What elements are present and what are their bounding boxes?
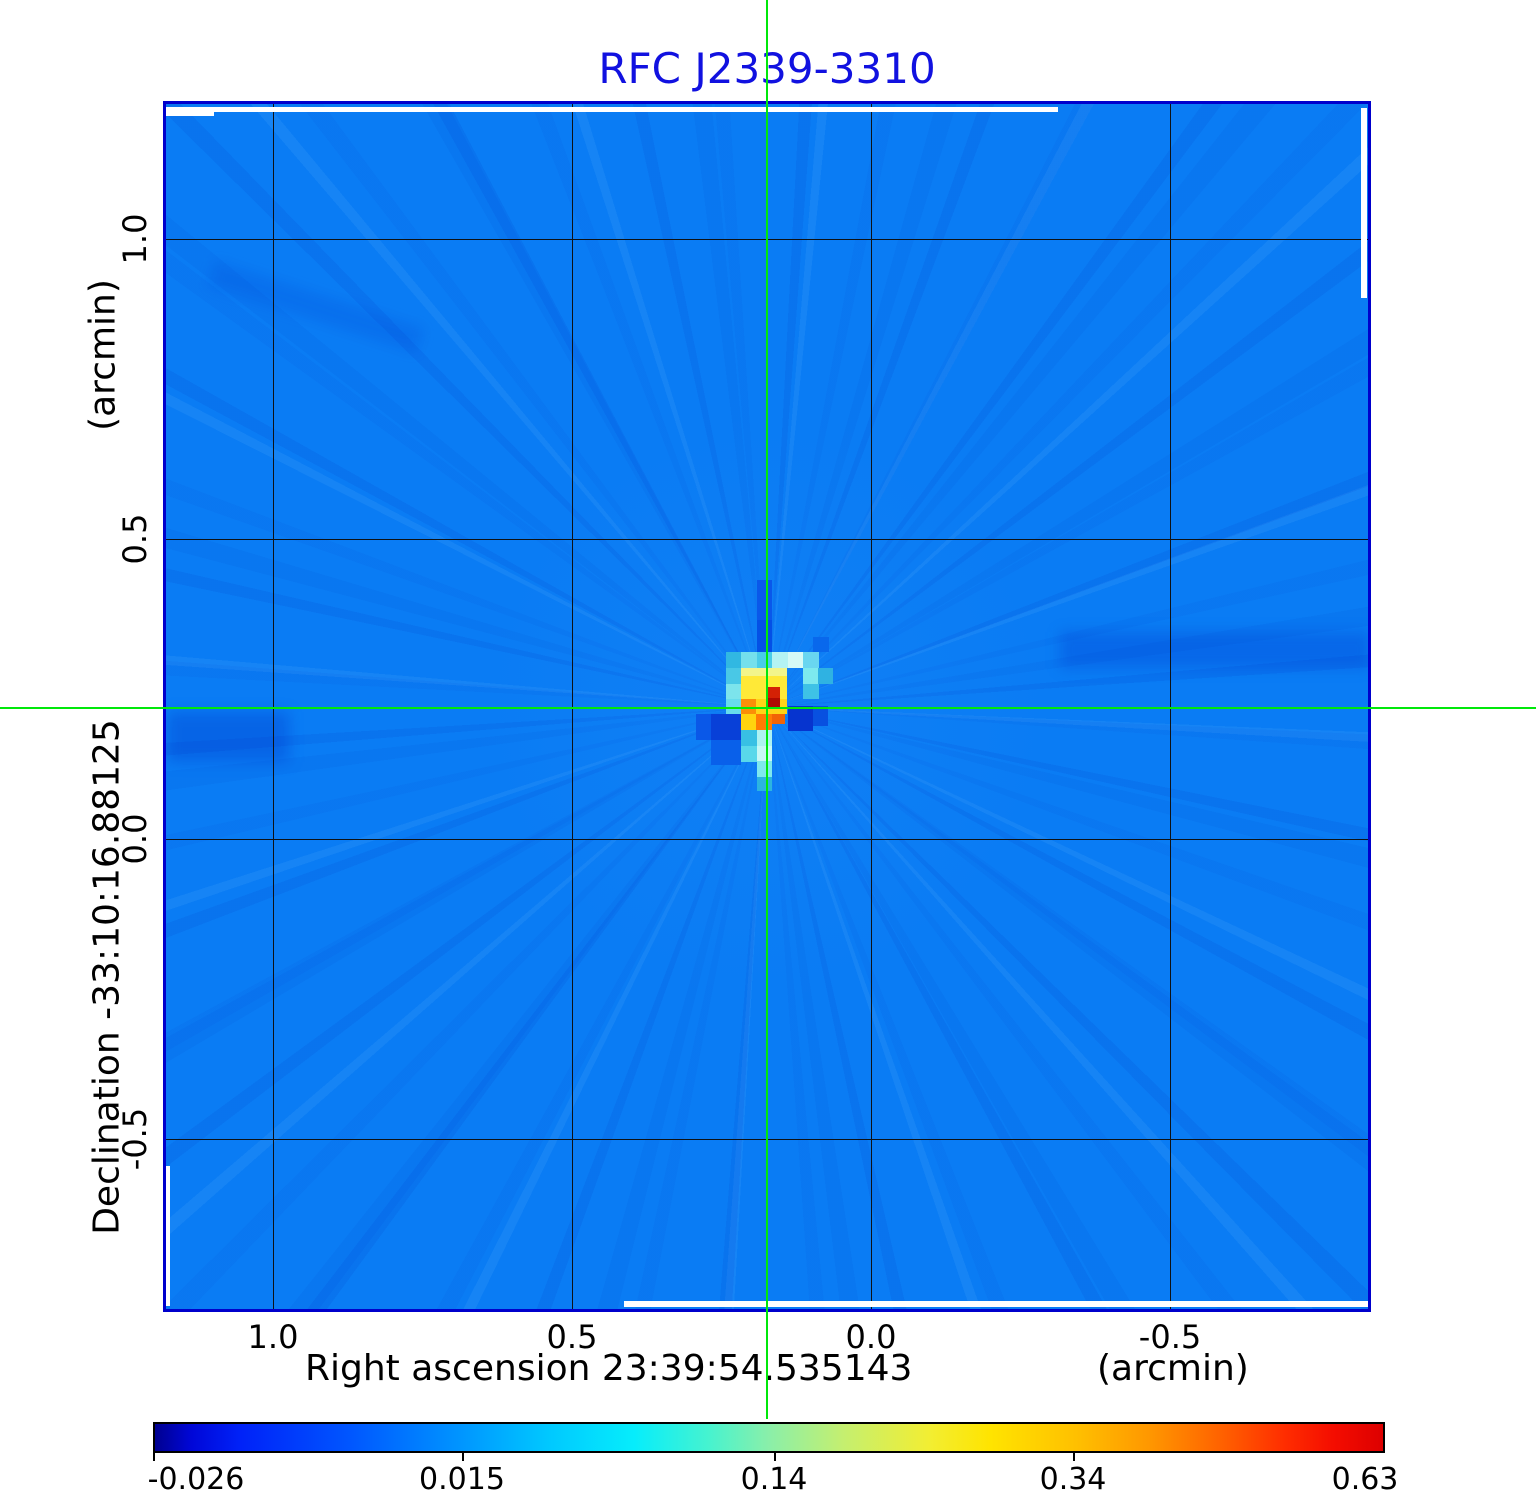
colorbar-label-0.14: 0.14 (740, 1462, 808, 1497)
y-tick-0.5: 0.5 (116, 513, 154, 565)
crosshair-horizontal-line (0, 707, 1536, 709)
edge-gap-top-left (166, 107, 214, 116)
edge-gap-right (1361, 108, 1367, 298)
gridline-ra-1.0 (273, 104, 274, 1309)
y-axis-unit-label: (arcmin) (82, 279, 124, 431)
gridline-ra-0.5 (572, 104, 573, 1309)
x-tick-0.5: 0.5 (546, 1318, 598, 1356)
edge-gap-bottom (624, 1301, 1368, 1307)
crosshair-vertical-line (766, 0, 768, 1419)
colorbar (153, 1422, 1385, 1453)
x-tick-1.0: 1.0 (247, 1318, 299, 1356)
colorbar-label-0.015: 0.015 (419, 1462, 505, 1497)
y-tick-1.0: 1.0 (116, 213, 154, 265)
x-tick--0.5: -0.5 (1138, 1318, 1202, 1356)
x-axis-unit-label: (arcmin) (1097, 1348, 1249, 1389)
colorbar-tick-0.015 (462, 1453, 464, 1461)
x-axis-title: Right ascension 23:39:54.535143 (305, 1348, 913, 1389)
colorbar-tick-0.34 (1073, 1453, 1075, 1461)
gridline-ra-0.0 (871, 104, 872, 1309)
colorbar-tick-min (153, 1453, 155, 1461)
edge-gap-bottom-left (166, 1166, 170, 1306)
y-tick--0.5: -0.5 (116, 1107, 154, 1171)
colorbar-label-max: 0.63 (1331, 1462, 1399, 1497)
colorbar-label-0.34: 0.34 (1039, 1462, 1107, 1497)
central-source-pixels (696, 580, 833, 791)
y-tick-0.0: 0.0 (116, 813, 154, 865)
edge-gap-top (166, 107, 1058, 112)
colorbar-label-min: -0.026 (147, 1462, 245, 1497)
artifact-band-upperleft (207, 260, 425, 354)
artifact-band-left (167, 712, 289, 762)
gridline-ra--0.5 (1170, 104, 1171, 1309)
colorbar-tick-0.14 (774, 1453, 776, 1461)
x-tick-0.0: 0.0 (845, 1318, 897, 1356)
artifact-band-right (1060, 632, 1368, 668)
